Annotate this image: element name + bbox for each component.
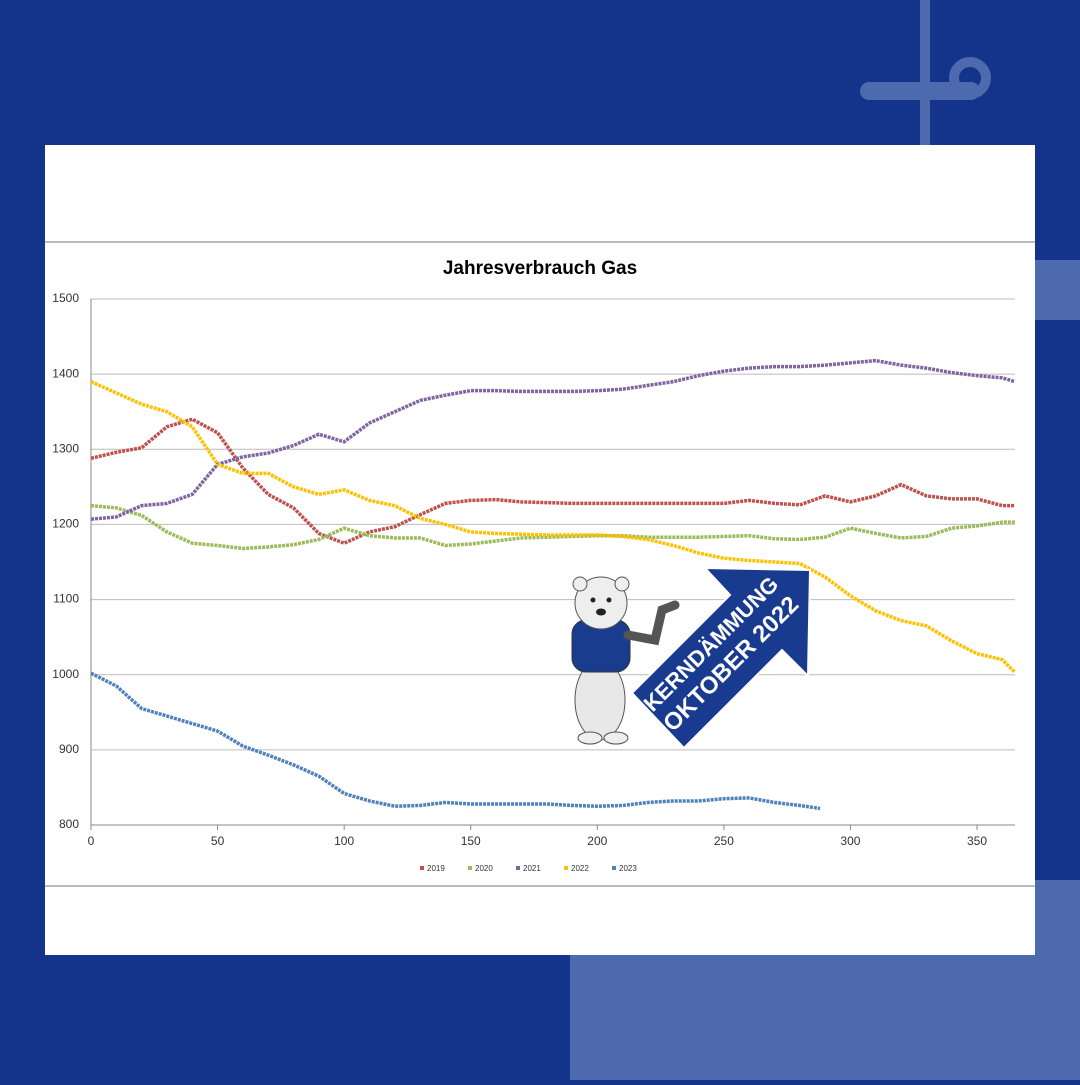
x-tick-label: 100: [334, 834, 354, 848]
legend-label: 2020: [475, 864, 493, 873]
y-tick-label: 800: [59, 817, 79, 831]
legend-label: 2022: [571, 864, 589, 873]
y-tick-label: 1200: [52, 517, 79, 531]
x-tick-label: 0: [88, 834, 95, 848]
series-line: [90, 671, 821, 811]
legend-swatch: [468, 866, 472, 870]
bear: [571, 576, 680, 745]
x-tick-label: 200: [587, 834, 607, 848]
x-tick-label: 50: [211, 834, 225, 848]
chart-title: Jahresverbrauch Gas: [443, 258, 637, 279]
x-tick-label: 150: [461, 834, 481, 848]
series-line: [90, 358, 1016, 521]
legend-swatch: [564, 866, 568, 870]
y-tick-label: 1000: [52, 667, 79, 681]
background-ornament: [570, 0, 1080, 1080]
panel: [45, 145, 1035, 955]
arrow: [630, 566, 812, 750]
series-line: [90, 417, 1015, 546]
legend-swatch: [612, 866, 616, 870]
y-tick-label: 1100: [53, 592, 79, 606]
legend-label: 2019: [427, 864, 445, 873]
series-line: [90, 503, 1015, 551]
y-tick-label: 1500: [52, 291, 79, 305]
x-tick-label: 300: [840, 834, 860, 848]
series-line: [90, 380, 1017, 674]
legend-label: 2023: [619, 864, 637, 873]
y-tick-label: 1300: [52, 441, 79, 455]
legend-swatch: [516, 866, 520, 870]
y-tick-label: 900: [59, 742, 79, 756]
x-tick-label: 350: [967, 834, 987, 848]
x-tick-label: 250: [714, 834, 734, 848]
legend-label: 2021: [523, 864, 541, 873]
legend-swatch: [420, 866, 424, 870]
y-tick-label: 1400: [52, 366, 79, 380]
